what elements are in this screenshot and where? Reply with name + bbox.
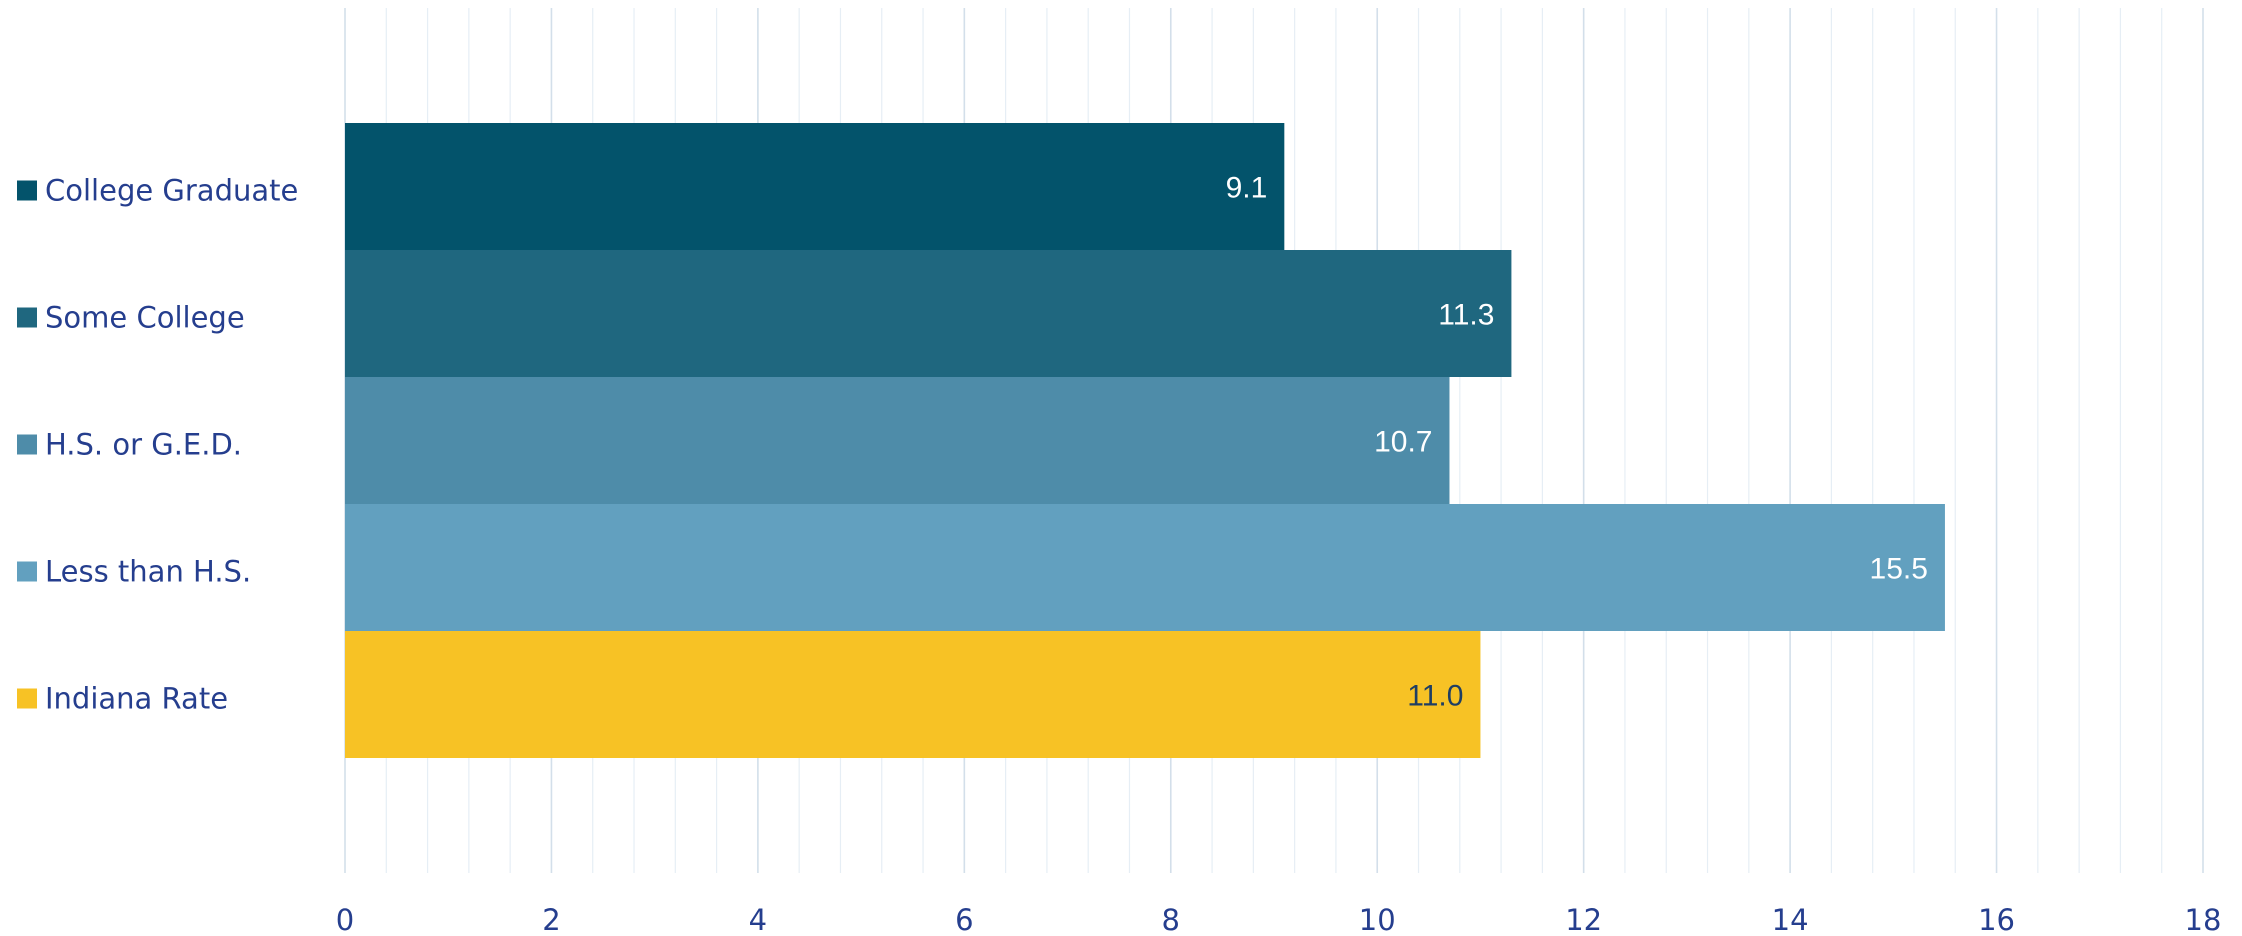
bar-h-s-or-g-e-d [345,377,1450,504]
bar-college-graduate [345,123,1285,250]
legend-swatch-h-s-or-g-e-d [17,434,37,455]
x-tick-label-6: 6 [955,903,973,936]
x-tick-label-2: 2 [542,903,560,936]
x-tick-label-16: 16 [1978,903,2015,936]
bar-indiana-rate [345,631,1481,758]
data-label-less-than-h-s: 15.5 [1870,553,1928,586]
bars [345,123,1945,758]
data-label-some-college: 11.3 [1438,299,1494,332]
legend-swatch-less-than-h-s [17,561,37,582]
legend-swatch-college-graduate [17,180,37,201]
x-tick-label-8: 8 [1162,903,1180,936]
data-labels: 9.1 11.3 10.7 15.5 11.0 [1226,172,1928,713]
x-axis-ticks: 0 2 4 6 8 10 12 14 16 18 [336,903,2222,936]
data-label-indiana-rate: 11.0 [1407,680,1463,713]
x-tick-label-12: 12 [1565,903,1602,936]
legend-label-indiana-rate: Indiana Rate [45,682,228,716]
bar-less-than-h-s [345,504,1945,631]
legend-label-college-graduate: College Graduate [45,174,298,208]
data-label-college-graduate: 9.1 [1226,172,1268,205]
x-tick-label-0: 0 [336,903,354,936]
bar-some-college [345,250,1512,377]
legend-label-less-than-h-s: Less than H.S. [45,555,251,589]
legend: College Graduate Some College H.S. or G.E.… [17,174,298,716]
legend-swatch-some-college [17,307,37,328]
x-tick-label-4: 4 [749,903,767,936]
x-tick-label-14: 14 [1772,903,1809,936]
legend-swatch-indiana-rate [17,688,37,709]
x-tick-label-18: 18 [2185,903,2222,936]
x-tick-label-10: 10 [1359,903,1396,936]
legend-label-h-s-or-g-e-d: H.S. or G.E.D. [45,428,242,462]
legend-label-some-college: Some College [45,301,245,335]
data-label-h-s-or-g-e-d: 10.7 [1374,426,1432,459]
